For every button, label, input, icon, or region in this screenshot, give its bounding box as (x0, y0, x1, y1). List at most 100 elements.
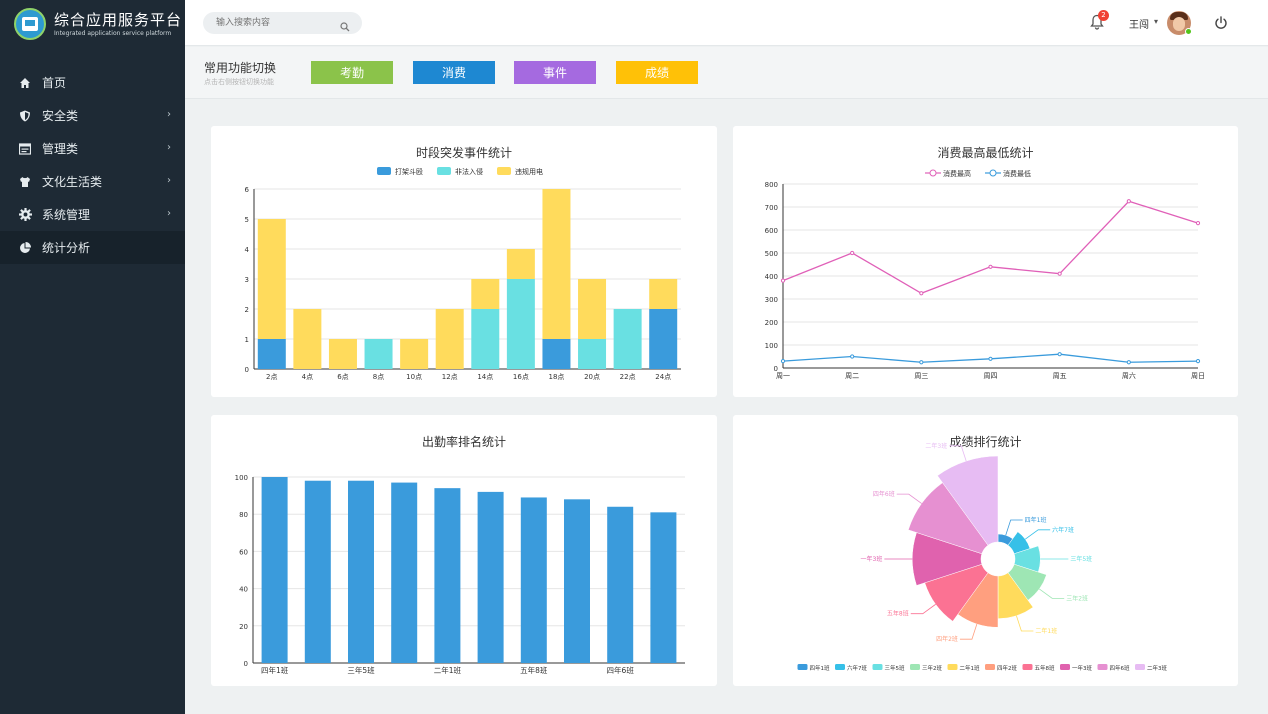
scores-legend-swatch (1097, 664, 1108, 670)
spending-point (988, 356, 993, 361)
spending-point (1126, 199, 1131, 204)
spending-x-tick-label: 周一 (776, 372, 790, 380)
search-icon[interactable] (340, 17, 352, 32)
spending-point (1195, 359, 1201, 364)
events-x-tick-label: 10点 (406, 373, 422, 381)
events-bar-segment (435, 309, 464, 369)
sidebar-item-label: 系统管理 (42, 208, 91, 222)
attendance-bar (434, 488, 461, 663)
avatar[interactable] (1167, 11, 1191, 35)
notification-badge: 2 (1098, 10, 1109, 21)
spending-x-tick-label: 周日 (1191, 372, 1205, 380)
attendance-y-tick-label: 0 (244, 660, 248, 668)
events-bar-segment (506, 279, 535, 369)
events-y-tick-label: 3 (245, 276, 249, 284)
shirt-icon (18, 175, 32, 189)
scores-legend-swatch (835, 664, 845, 670)
events-bar-segment (364, 339, 393, 369)
scores-chart-title: 成绩排行统计 (949, 435, 1022, 449)
spending-button[interactable]: 消费 (413, 61, 495, 84)
scores-legend-label: 四年1班 (810, 664, 830, 672)
spending-point (850, 354, 855, 359)
spending-point (919, 291, 924, 296)
legend-swatch (377, 167, 391, 175)
spending-point (1126, 360, 1131, 365)
sidebar-item-statistics[interactable]: 统计分析 (0, 231, 185, 264)
scores-slice-label: 五年8班 (887, 610, 909, 618)
scores-label-leader (1016, 615, 1034, 632)
attendance-x-tick-label: 三年5班 (347, 665, 375, 675)
legend-marker-icon (989, 169, 997, 177)
events-x-tick-label: 6点 (337, 373, 348, 381)
search-input[interactable] (203, 12, 362, 34)
attendance-bar (304, 480, 331, 663)
scores-label-leader (959, 623, 978, 640)
attendance-x-tick-label: 二年1班 (434, 665, 462, 675)
scores-legend-label: 六年7班 (847, 664, 867, 672)
scores-rose-slice (912, 532, 983, 586)
attendance-bar (261, 477, 288, 663)
events-bar-segment (542, 339, 571, 369)
spending-point (850, 250, 855, 256)
scores-legend-swatch (947, 664, 958, 670)
events-stacked-bar-chart: 0 1 2 3 4 5 6 打架斗殴 非法入侵 违规用电 2点 4点 6点 8点 10点 12点 14点 16点 1… (245, 167, 681, 381)
scores-chart-card: 成绩排行统计 四年1班 六年7班 三年5班 三年2班 二年1班 四年2班 五年8班 一年3班四… (733, 415, 1238, 686)
spending-chart-card: 消费最高最低统计 0 100 200 300 400 500 600 700 800 消费最高 消费… (733, 126, 1238, 397)
events-x-tick-label: 4点 (302, 373, 313, 381)
caret-down-icon[interactable]: ▾ (1154, 17, 1159, 26)
scores-slice-label: 三年5班 (1070, 555, 1092, 563)
events-button[interactable]: 事件 (514, 61, 596, 84)
legend-label: 违规用电 (515, 167, 543, 176)
scores-legend-swatch (872, 664, 883, 670)
quick-switch-hint: 点击右侧按钮切换功能 (204, 78, 274, 86)
sidebar-item-home[interactable]: 首页 (0, 66, 185, 99)
events-x-tick-label: 2点 (266, 373, 277, 381)
chevron-right-icon: › (167, 142, 171, 153)
spending-y-tick-label: 500 (765, 250, 778, 258)
spending-point (780, 359, 786, 364)
events-x-tick-label: 8点 (373, 373, 384, 381)
events-bar-segment (257, 219, 286, 339)
events-y-tick-label: 5 (245, 216, 249, 224)
power-icon[interactable] (1214, 15, 1230, 31)
sidebar-item-label: 统计分析 (42, 241, 91, 255)
scores-legend-swatch (797, 664, 808, 670)
sidebar-item-system[interactable]: 系统管理 › (0, 198, 185, 231)
sidebar: 综合应用服务平台 Integrated application service … (0, 0, 185, 714)
user-name[interactable]: 王闯 (1129, 20, 1149, 31)
attendance-bar-chart: 0 20 40 60 80 100 四年1班 三年5班 二年1班 五年8班 四年6班 (235, 474, 685, 675)
events-bar-segment (257, 339, 286, 369)
legend-marker-icon (929, 169, 937, 177)
attendance-y-tick-label: 100 (235, 474, 248, 482)
events-bar-segment (542, 189, 571, 339)
scores-label-leader (896, 493, 922, 504)
events-bar-segment (649, 279, 678, 309)
sidebar-item-security[interactable]: 安全类 › (0, 99, 185, 132)
sidebar-item-culture[interactable]: 文化生活类 › (0, 165, 185, 198)
scores-label-leader (949, 445, 967, 462)
events-bar-segment (506, 249, 535, 279)
attendance-chart-title: 出勤率排名统计 (421, 435, 506, 449)
spending-chart-title: 消费最高最低统计 (937, 146, 1034, 160)
spending-point (1195, 221, 1201, 226)
scores-legend-swatch (910, 664, 920, 670)
events-chart-title: 时段突发事件统计 (415, 146, 512, 160)
attendance-bar (391, 482, 418, 663)
scores-slice-label: 四年6班 (873, 490, 895, 498)
attendance-button[interactable]: 考勤 (311, 61, 393, 84)
scores-legend-swatch (985, 664, 995, 670)
spending-y-tick-label: 100 (765, 342, 778, 350)
gear-icon (18, 208, 32, 222)
list-icon (18, 142, 32, 156)
sidebar-item-management[interactable]: 管理类 › (0, 132, 185, 165)
legend-swatch (437, 167, 451, 175)
legend-label: 打架斗殴 (395, 167, 423, 176)
scores-button[interactable]: 成绩 (616, 61, 698, 84)
scores-rose-slice (957, 572, 999, 628)
legend-swatch (497, 167, 511, 175)
sidebar-item-label: 文化生活类 (42, 175, 103, 189)
spending-y-tick-label: 700 (765, 204, 778, 212)
spending-y-tick-label: 300 (765, 296, 778, 304)
attendance-bar (607, 506, 634, 663)
